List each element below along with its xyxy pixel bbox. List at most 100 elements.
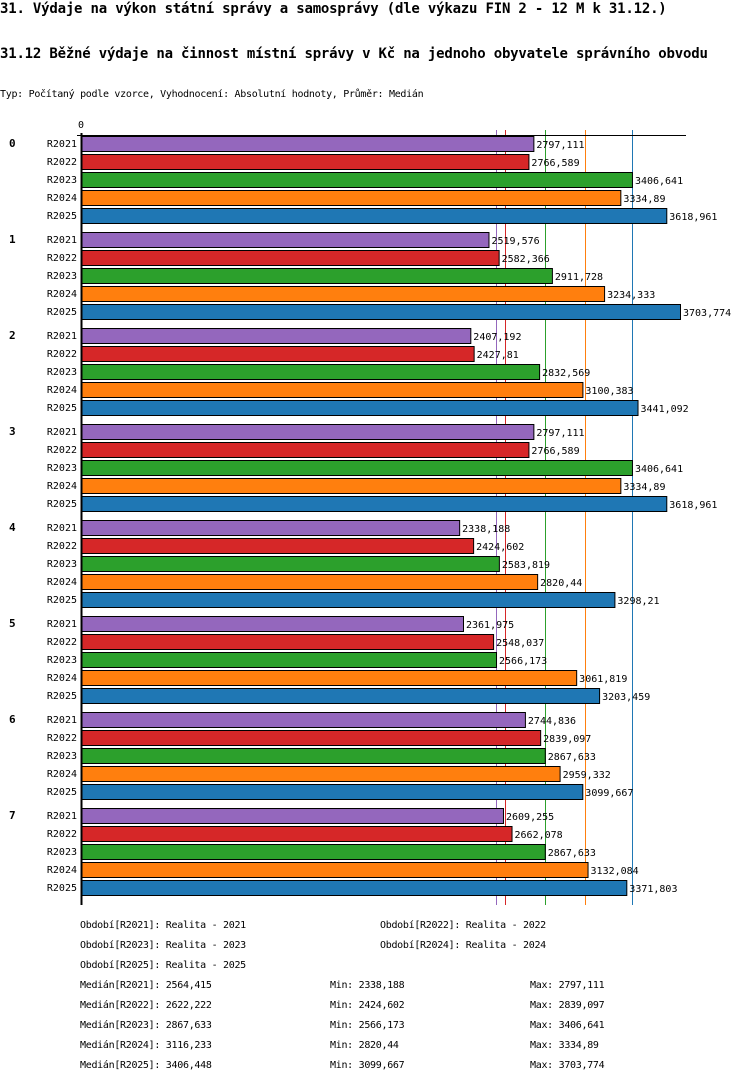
series-label: R2024 [47,673,77,684]
series-label: R2023 [47,175,77,186]
series-label: R2021 [47,427,77,438]
bar [81,574,539,590]
stat-min: Min: 2338,188 [330,980,405,991]
series-label: R2022 [47,253,77,264]
bar [81,730,542,746]
bar [81,382,584,398]
series-label: R2021 [47,235,77,246]
legend-item-r2023: Období[R2023]: Realita - 2023 [80,940,246,951]
series-label: R2025 [47,499,77,510]
series-label: R2023 [47,655,77,666]
bar-value-label: 2766,589 [531,158,579,169]
bar-value-label: 2548,037 [496,638,544,649]
bar-value-label: 2832,569 [542,368,590,379]
bar-value-label: 2911,728 [555,272,603,283]
bar-value-label: 2744,836 [528,716,576,727]
group-label: 7 [9,809,16,822]
bar [81,616,464,632]
group-label: 0 [9,137,16,150]
bar [81,808,504,824]
series-label: R2021 [47,619,77,630]
bar-value-label: 2820,44 [540,578,582,589]
group-label: 5 [9,617,16,630]
bar-value-label: 2867,633 [548,752,596,763]
bar [81,190,622,206]
stat-max: Max: 3406,641 [530,1020,605,1031]
bar-value-label: 2609,255 [506,812,554,823]
stat-median: Medián[R2022]: 2622,222 [80,1000,212,1011]
bar-value-label: 3234,333 [607,290,655,301]
bar-value-label: 3099,667 [585,788,633,799]
bar [81,712,526,728]
bar [81,328,472,344]
chart-title: 31.12 Běžné výdaje na činnost místní spr… [0,46,708,62]
series-label: R2023 [47,559,77,570]
bar [81,784,584,800]
series-label: R2025 [47,883,77,894]
bar-value-label: 2424,602 [476,542,524,553]
series-label: R2023 [47,271,77,282]
bar-value-label: 3618,961 [669,500,717,511]
bar-value-label: 2766,589 [531,446,579,457]
series-label: R2023 [47,751,77,762]
bar-value-label: 2839,097 [543,734,591,745]
bar [81,286,606,302]
series-label: R2022 [47,829,77,840]
bar [81,250,500,266]
bar-value-label: 2582,366 [502,254,550,265]
series-label: R2021 [47,523,77,534]
bar [81,346,475,362]
bar-value-label: 2427,81 [477,350,519,361]
series-label: R2022 [47,541,77,552]
bar [81,442,530,458]
series-label: R2024 [47,193,77,204]
group-label: 3 [9,425,16,438]
bar-value-label: 2519,576 [491,236,539,247]
bar [81,592,616,608]
series-label: R2025 [47,307,77,318]
series-label: R2021 [47,715,77,726]
legend-item-r2025: Období[R2025]: Realita - 2025 [80,960,246,971]
bar [81,652,498,668]
page-title: 31. Výdaje na výkon státní správy a samo… [0,1,667,17]
bar-value-label: 2797,111 [536,428,584,439]
series-label: R2023 [47,847,77,858]
series-label: R2025 [47,595,77,606]
group-label: 4 [9,521,16,534]
series-label: R2025 [47,211,77,222]
bar-value-label: 3406,641 [635,464,683,475]
stat-min: Min: 2566,173 [330,1020,405,1031]
bar [81,688,601,704]
bar [81,400,639,416]
bar [81,232,490,248]
stat-median: Medián[R2023]: 2867,633 [80,1020,212,1031]
bar [81,496,668,512]
bar-value-label: 2407,192 [473,332,521,343]
bar-value-label: 3618,961 [669,212,717,223]
stat-min: Min: 2820,44 [330,1040,399,1051]
bar [81,556,500,572]
bar-value-label: 3132,084 [591,866,639,877]
bar [81,208,668,224]
series-label: R2022 [47,733,77,744]
series-label: R2022 [47,637,77,648]
series-label: R2022 [47,445,77,456]
bar [81,862,589,878]
group-label: 2 [9,329,16,342]
bar [81,154,530,170]
bar-value-label: 2797,111 [536,140,584,151]
bar [81,826,513,842]
series-label: R2024 [47,865,77,876]
bar [81,634,495,650]
bar-value-label: 2361,975 [466,620,514,631]
stat-max: Max: 2839,097 [530,1000,605,1011]
stat-median: Medián[R2025]: 3406,448 [80,1060,212,1071]
bar [81,424,535,440]
bar [81,478,622,494]
bar [81,304,681,320]
series-label: R2024 [47,769,77,780]
bar [81,766,561,782]
legend-item-r2022: Období[R2022]: Realita - 2022 [380,920,546,931]
series-label: R2023 [47,463,77,474]
bar-value-label: 3061,819 [579,674,627,685]
